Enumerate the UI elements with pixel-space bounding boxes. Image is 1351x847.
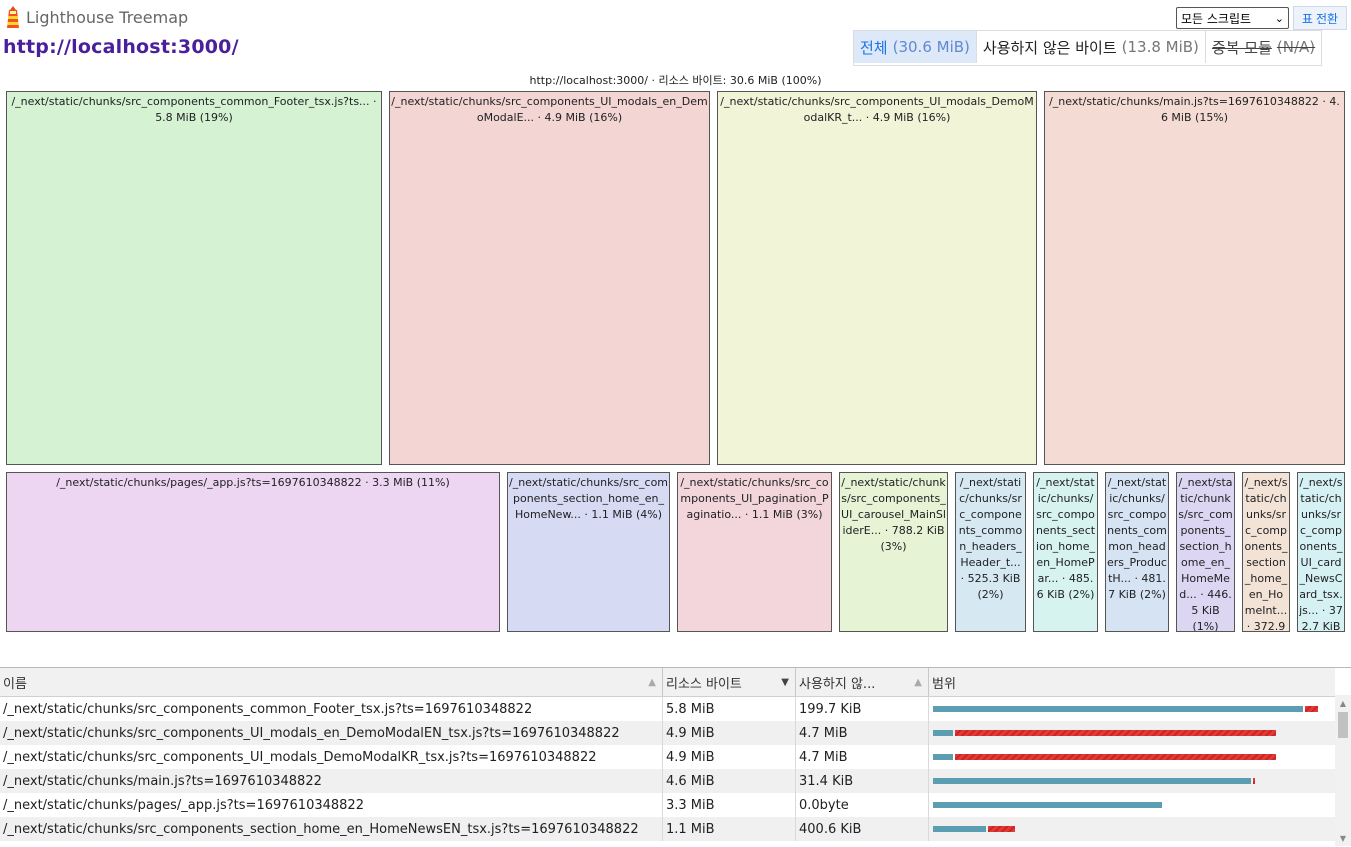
row-name: /_next/static/chunks/src_components_comm…: [3, 701, 533, 717]
view-mode-size: (N/A): [1276, 38, 1316, 56]
sort-up-icon: ▲: [648, 676, 656, 688]
row-coverage: [928, 769, 1335, 793]
row-unused-bytes: 0.0byte: [795, 793, 928, 817]
script-filter-value: 모든 스크립트: [1181, 11, 1252, 26]
scroll-up-icon[interactable]: ▲: [1339, 698, 1347, 708]
row-resource-bytes: 4.6 MiB: [662, 769, 795, 793]
treemap-tile[interactable]: /_next/static/chunks/src_components_UI_p…: [677, 472, 832, 632]
page-url: http://localhost:3000/: [3, 36, 239, 58]
table-toggle-button[interactable]: 표 전환: [1293, 6, 1347, 30]
treemap-tile[interactable]: /_next/static/chunks/src_components_UI_c…: [839, 472, 948, 632]
view-mode-label: 중복 모듈: [1211, 38, 1272, 57]
row-unused-bytes: 199.7 KiB: [795, 697, 928, 721]
scrollbar-thumb[interactable]: [1338, 712, 1348, 738]
view-mode-tabs: 전체 (30.6 MiB) 사용하지 않은 바이트 (13.8 MiB) 중복 …: [853, 30, 1323, 66]
unused-bytes-bar: [987, 826, 1015, 832]
table-row[interactable]: /_next/static/chunks/src_components_UI_m…: [0, 745, 1335, 769]
row-name: /_next/static/chunks/src_components_UI_m…: [3, 725, 620, 741]
row-unused-bytes: 400.6 KiB: [795, 817, 928, 841]
unused-bytes-bar: [1252, 778, 1255, 784]
script-filter-select[interactable]: 모든 스크립트 ⌄: [1176, 7, 1289, 29]
row-resource-bytes: 3.3 MiB: [662, 793, 795, 817]
used-bytes-bar: [933, 730, 953, 736]
column-header-coverage[interactable]: 범위: [928, 668, 1335, 696]
row-resource-bytes: 4.9 MiB: [662, 721, 795, 745]
unused-bytes-bar: [1305, 706, 1319, 712]
column-header-resource-bytes[interactable]: 리소스 바이트 ▼: [662, 668, 795, 696]
table-row[interactable]: /_next/static/chunks/main.js?ts=16976103…: [0, 769, 1335, 793]
treemap-tile[interactable]: /_next/static/chunks/src_components_UI_c…: [1297, 472, 1345, 632]
table-header-row: 이름 ▲ 리소스 바이트 ▼ 사용하지 않... ▲ 범위: [0, 668, 1335, 697]
treemap-tile[interactable]: /_next/static/chunks/src_components_sect…: [1033, 472, 1098, 632]
table-toggle-label: 전환: [1315, 11, 1339, 26]
app-title: Lighthouse Treemap: [26, 8, 189, 27]
column-header-name[interactable]: 이름 ▲: [3, 676, 656, 692]
used-bytes-bar: [933, 754, 953, 760]
lighthouse-logo-icon: [7, 6, 19, 28]
treemap-tile[interactable]: /_next/static/chunks/src_components_sect…: [1242, 472, 1290, 632]
row-coverage: [928, 697, 1335, 721]
resource-table: 이름 ▲ 리소스 바이트 ▼ 사용하지 않... ▲ 범위 /_next/sta…: [0, 667, 1351, 847]
treemap-tile[interactable]: /_next/static/chunks/main.js?ts=16976103…: [1044, 91, 1345, 465]
row-unused-bytes: 4.7 MiB: [795, 721, 928, 745]
view-mode-unused-bytes[interactable]: 사용하지 않은 바이트 (13.8 MiB): [976, 31, 1206, 63]
view-mode-label: 전체: [860, 38, 888, 57]
chevron-down-icon: ⌄: [1274, 11, 1284, 25]
row-name: /_next/static/chunks/src_components_UI_m…: [3, 749, 597, 765]
view-mode-duplicate-modules: 중복 모듈 (N/A): [1205, 31, 1322, 63]
sort-down-icon: ▼: [781, 676, 789, 688]
row-name: /_next/static/chunks/main.js?ts=16976103…: [3, 773, 322, 789]
treemap-tile[interactable]: /_next/static/chunks/src_components_UI_m…: [389, 91, 710, 465]
treemap-tile[interactable]: /_next/static/chunks/src_components_comm…: [6, 91, 382, 465]
used-bytes-bar: [933, 706, 1304, 712]
row-coverage: [928, 721, 1335, 745]
row-resource-bytes: 5.8 MiB: [662, 697, 795, 721]
used-bytes-bar: [933, 802, 1162, 808]
table-icon: 표: [1301, 11, 1313, 26]
row-name: /_next/static/chunks/src_components_sect…: [3, 821, 639, 837]
treemap-tile[interactable]: /_next/static/chunks/pages/_app.js?ts=16…: [6, 472, 500, 632]
treemap-tile[interactable]: /_next/static/chunks/src_components_comm…: [1105, 472, 1169, 632]
unused-bytes-bar: [954, 730, 1277, 736]
used-bytes-bar: [933, 778, 1251, 784]
sort-up-icon: ▲: [914, 676, 922, 688]
view-mode-all[interactable]: 전체 (30.6 MiB): [854, 31, 977, 63]
table-row[interactable]: /_next/static/chunks/src_components_sect…: [0, 817, 1335, 841]
view-mode-size: (30.6 MiB): [892, 38, 970, 56]
row-unused-bytes: 31.4 KiB: [795, 769, 928, 793]
view-mode-size: (13.8 MiB): [1121, 38, 1199, 56]
row-resource-bytes: 4.9 MiB: [662, 745, 795, 769]
row-name: /_next/static/chunks/pages/_app.js?ts=16…: [3, 797, 364, 813]
column-header-unused-bytes[interactable]: 사용하지 않... ▲: [795, 668, 928, 696]
row-coverage: [928, 745, 1335, 769]
treemap-tile[interactable]: /_next/static/chunks/src_components_sect…: [507, 472, 670, 632]
table-row[interactable]: /_next/static/chunks/src_components_comm…: [0, 697, 1335, 721]
row-coverage: [928, 817, 1335, 841]
table-row[interactable]: /_next/static/chunks/src_components_UI_m…: [0, 721, 1335, 745]
treemap-tile[interactable]: /_next/static/chunks/src_components_comm…: [955, 472, 1026, 632]
unused-bytes-bar: [954, 754, 1277, 760]
treemap-root-label: http://localhost:3000/ · 리소스 바이트: 30.6 M…: [529, 74, 822, 87]
row-resource-bytes: 1.1 MiB: [662, 817, 795, 841]
treemap-tile[interactable]: /_next/static/chunks/src_components_UI_m…: [717, 91, 1037, 465]
view-mode-label: 사용하지 않은 바이트: [982, 38, 1117, 57]
used-bytes-bar: [933, 826, 986, 832]
treemap-tile[interactable]: /_next/static/chunks/src_components_sect…: [1176, 472, 1235, 632]
table-row[interactable]: /_next/static/chunks/pages/_app.js?ts=16…: [0, 793, 1335, 817]
scroll-down-icon[interactable]: ▼: [1339, 833, 1347, 843]
row-coverage: [928, 793, 1335, 817]
row-unused-bytes: 4.7 MiB: [795, 745, 928, 769]
